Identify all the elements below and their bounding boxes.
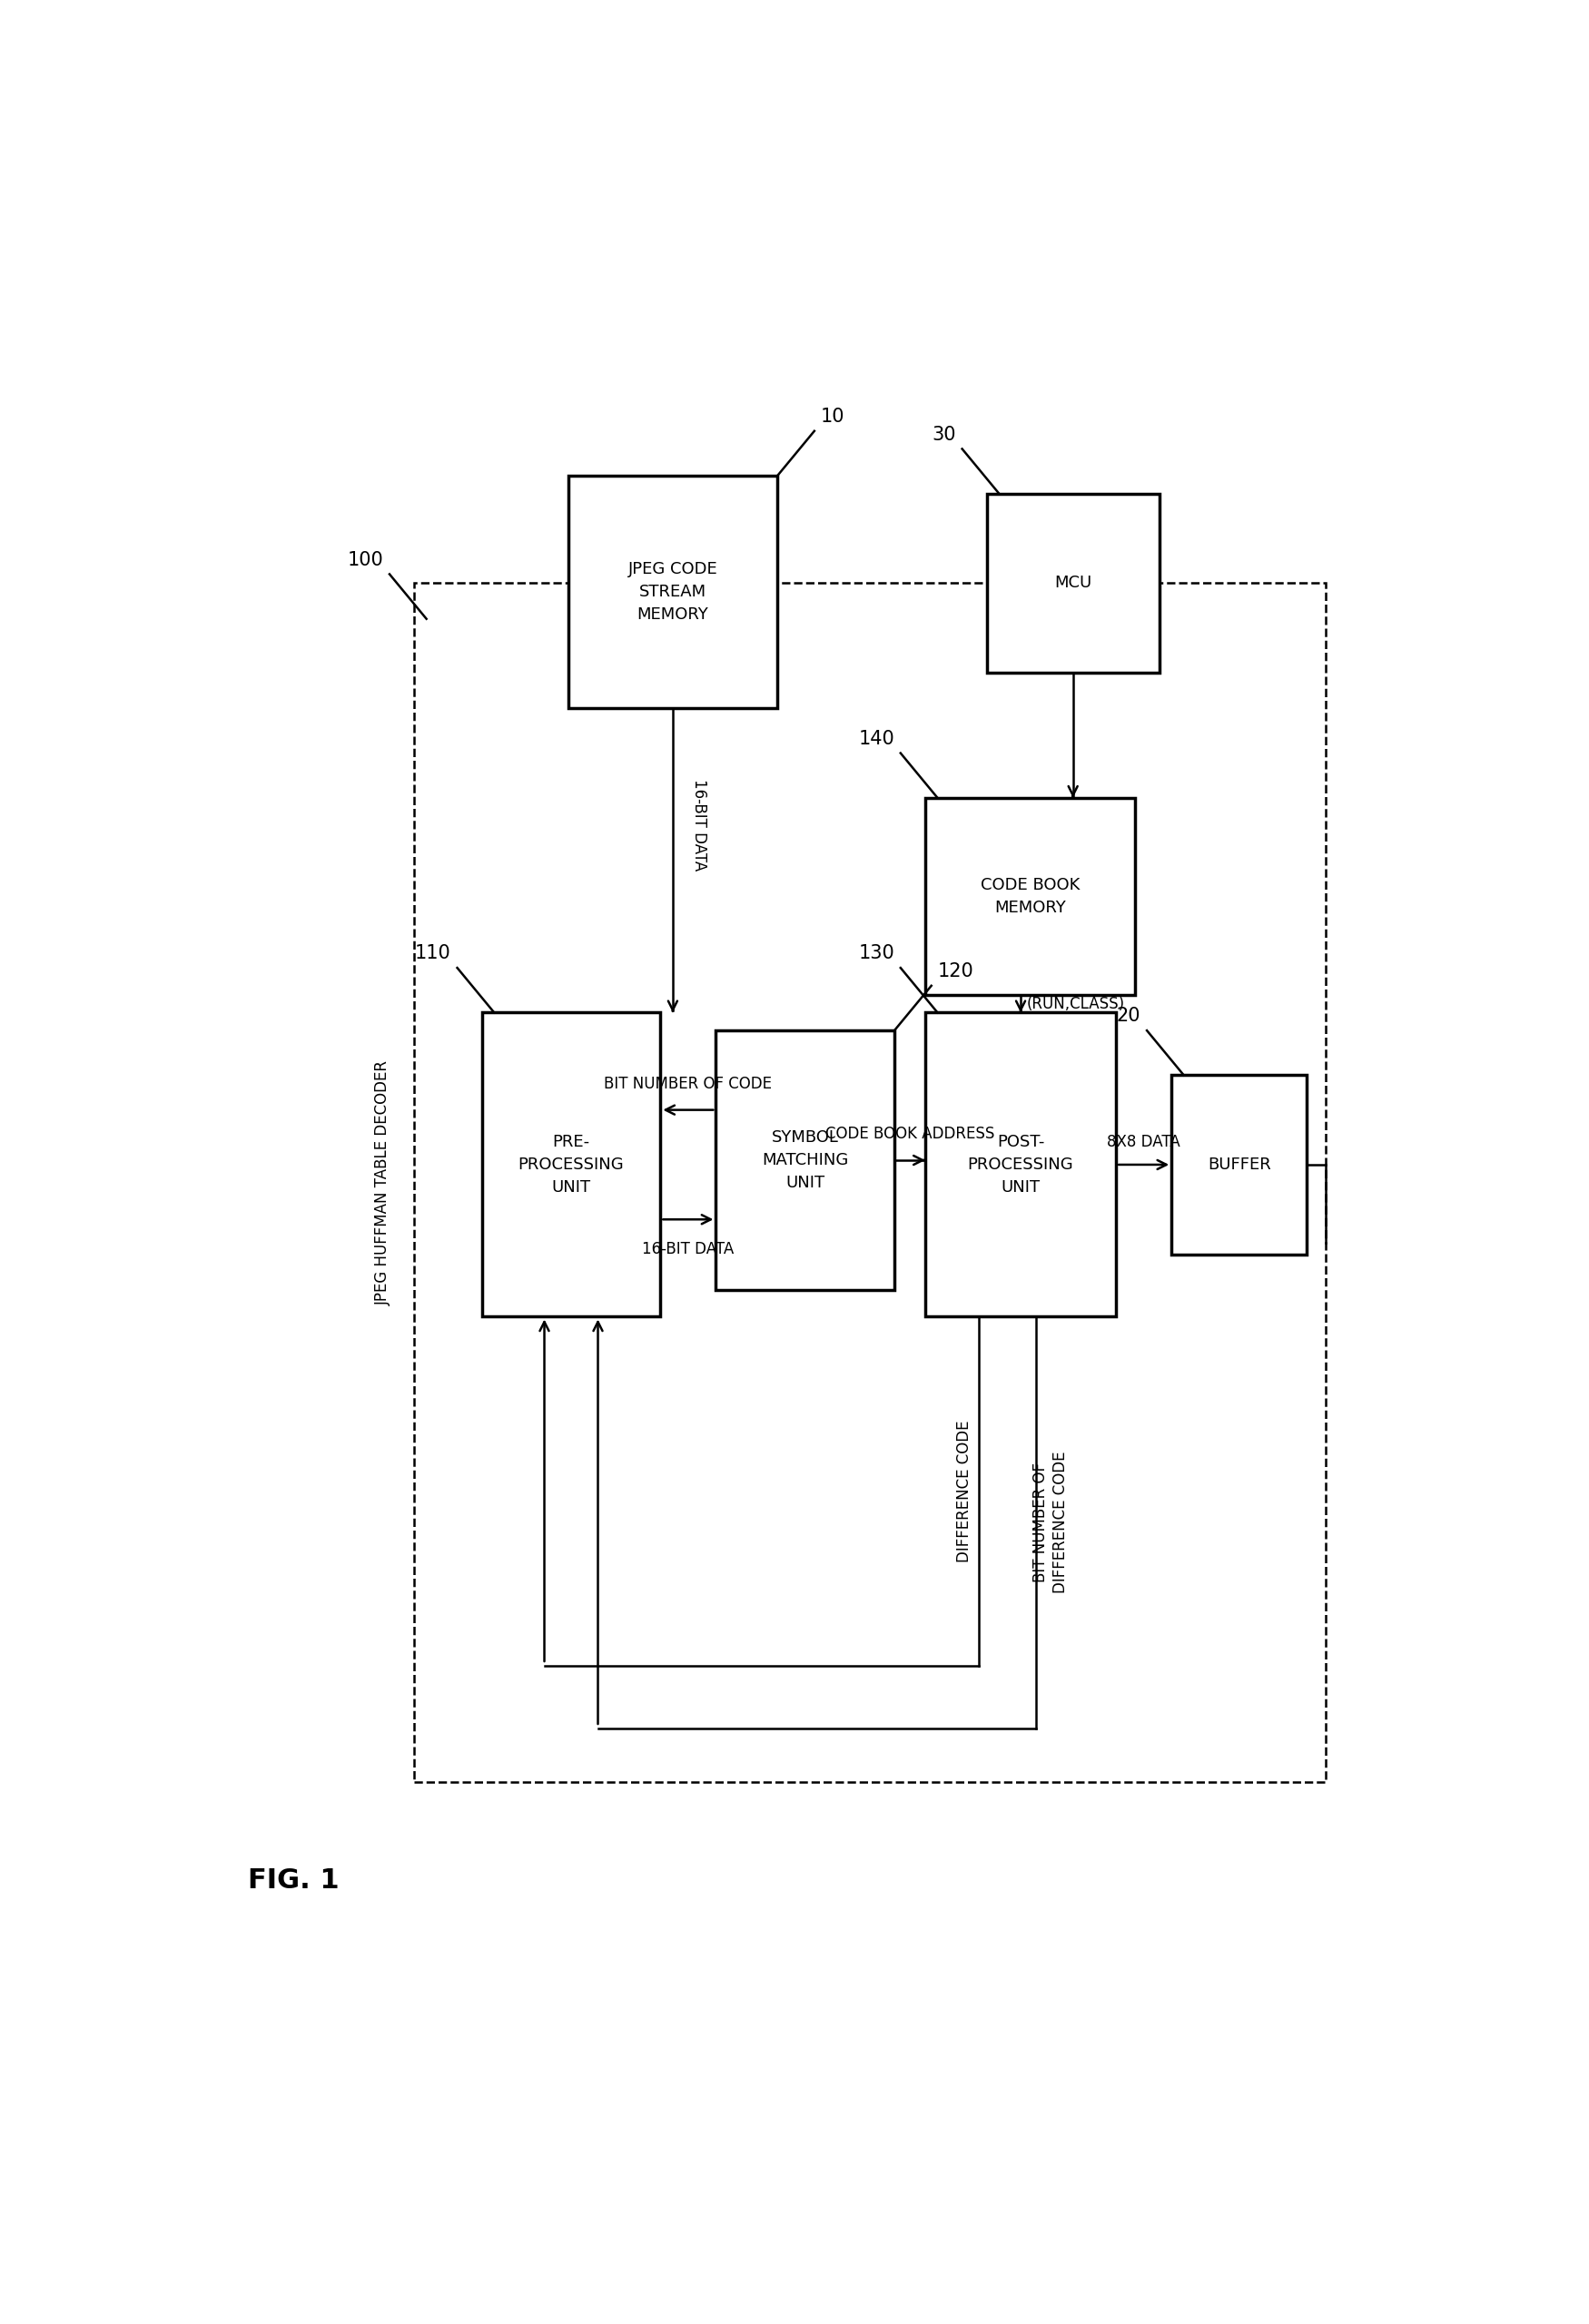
Bar [481, 1013, 661, 1318]
Text: SYMBOL
MATCHING
UNIT: SYMBOL MATCHING UNIT [761, 1129, 849, 1192]
Text: 100: 100 [348, 551, 383, 569]
Text: 20: 20 [1117, 1006, 1141, 1025]
Text: CODE BOOK ADDRESS: CODE BOOK ADDRESS [825, 1125, 995, 1143]
Text: 120: 120 [938, 962, 974, 981]
Bar [987, 493, 1160, 672]
Text: BIT NUMBER OF CODE: BIT NUMBER OF CODE [604, 1076, 772, 1092]
Bar [925, 1013, 1115, 1318]
Text: JPEG CODE
STREAM
MEMORY: JPEG CODE STREAM MEMORY [628, 560, 718, 623]
Text: 10: 10 [820, 407, 845, 425]
Text: BIT NUMBER OF
DIFFERENCE CODE: BIT NUMBER OF DIFFERENCE CODE [1033, 1452, 1069, 1594]
Bar [415, 583, 1325, 1783]
Text: 140: 140 [858, 730, 895, 748]
Text: MCU: MCU [1054, 574, 1092, 590]
Text: POST-
PROCESSING
UNIT: POST- PROCESSING UNIT [968, 1134, 1074, 1195]
Text: 110: 110 [415, 944, 451, 962]
Bar [715, 1030, 895, 1290]
Bar [569, 476, 777, 709]
Text: 130: 130 [858, 944, 895, 962]
Bar [925, 797, 1135, 995]
Bar [1171, 1076, 1306, 1255]
Text: PRE-
PROCESSING
UNIT: PRE- PROCESSING UNIT [518, 1134, 624, 1195]
Text: FIG. 1: FIG. 1 [248, 1866, 340, 1894]
Text: 16-BIT DATA: 16-BIT DATA [691, 779, 707, 872]
Text: CODE BOOK
MEMORY: CODE BOOK MEMORY [980, 876, 1079, 916]
Text: BUFFER: BUFFER [1208, 1157, 1271, 1174]
Text: (RUN,CLASS): (RUN,CLASS) [1026, 995, 1125, 1011]
Text: 16-BIT DATA: 16-BIT DATA [642, 1241, 734, 1257]
Text: DIFFERENCE CODE: DIFFERENCE CODE [955, 1420, 972, 1562]
Text: 30: 30 [931, 425, 957, 444]
Text: JPEG HUFFMAN TABLE DECODER: JPEG HUFFMAN TABLE DECODER [375, 1060, 391, 1306]
Text: 8X8 DATA: 8X8 DATA [1108, 1134, 1181, 1150]
